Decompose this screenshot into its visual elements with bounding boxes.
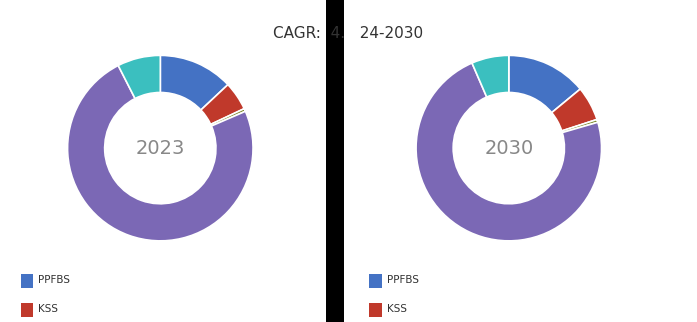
Text: 2023: 2023 bbox=[136, 138, 185, 158]
Text: 2030: 2030 bbox=[484, 138, 533, 158]
Wedge shape bbox=[68, 65, 253, 241]
Text: KSS: KSS bbox=[38, 304, 59, 314]
Wedge shape bbox=[416, 63, 602, 241]
Text: CAGR:  4.   24-2030: CAGR: 4. 24-2030 bbox=[273, 26, 424, 41]
Text: PPFBS: PPFBS bbox=[38, 275, 70, 285]
Wedge shape bbox=[562, 119, 598, 133]
Wedge shape bbox=[509, 55, 581, 113]
Wedge shape bbox=[118, 55, 160, 99]
Wedge shape bbox=[472, 55, 509, 97]
Text: KSS: KSS bbox=[387, 304, 407, 314]
Wedge shape bbox=[552, 89, 597, 131]
Wedge shape bbox=[160, 55, 228, 110]
Wedge shape bbox=[210, 109, 245, 126]
Text: PPFBS: PPFBS bbox=[387, 275, 419, 285]
Wedge shape bbox=[201, 85, 244, 124]
